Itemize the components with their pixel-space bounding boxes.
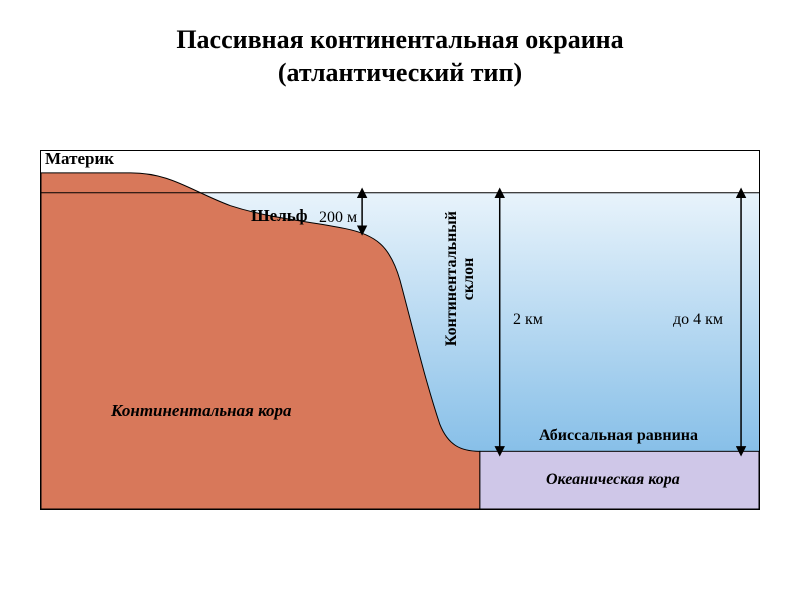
continental-crust-label: Континентальная кора <box>111 401 292 421</box>
title-line-1: Пассивная континентальная окраина <box>0 24 800 57</box>
diagram-svg <box>41 151 759 509</box>
continental-margin-diagram: Материк Шельф 200 м Континентальныйсклон… <box>40 150 760 510</box>
title-line-2: (атлантический тип) <box>0 57 800 90</box>
oceanic-crust-label: Океаническая кора <box>546 471 680 489</box>
abyssal-depth-label: до 4 км <box>673 311 723 329</box>
shelf-depth-label: 200 м <box>319 209 357 227</box>
abyssal-plain-label: Абиссальная равнина <box>539 427 698 445</box>
continent-label: Материк <box>45 149 114 169</box>
shelf-label: Шельф <box>251 206 308 226</box>
slope-depth-label: 2 км <box>513 311 543 329</box>
continental-slope-label: Континентальныйсклон <box>444 211 478 346</box>
